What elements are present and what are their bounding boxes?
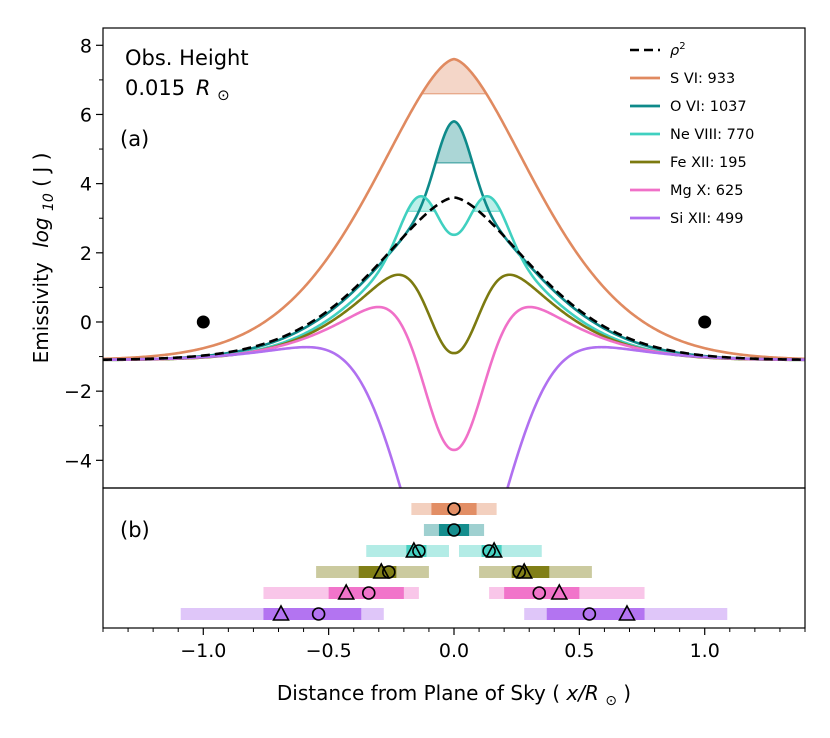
x-axis-title: Distance from Plane of Sky ( x/R ⊙ ): [277, 681, 631, 710]
legend: ρ2 S VI: 933 O VI: 1037 Ne VIII: 770 Fe XII:…: [630, 41, 754, 227]
band-fills: [407, 59, 501, 212]
range-dark-1: [438, 524, 470, 536]
band-fill-0: [421, 59, 487, 94]
range-dark-0: [431, 503, 477, 515]
range-bars: [180, 502, 728, 621]
circle-marker-1-0: [447, 523, 461, 537]
triangle-marker-2-1: [485, 541, 503, 558]
legend-label-1: O VI: 1037: [670, 99, 747, 115]
legend-label-4: Mg X: 625: [670, 183, 743, 199]
y-tick-label: 0: [80, 312, 92, 334]
panel-b: (b): [102, 487, 806, 629]
curve-rho-squared: [103, 196, 805, 361]
circle-marker-5-1: [582, 607, 597, 621]
curve-si-xii-499: [103, 345, 805, 488]
triangle-marker-5-0: [272, 604, 290, 621]
y-tick-label: −4: [64, 450, 92, 472]
band-fill-1: [435, 121, 473, 163]
panel-a: −4 −2 0 2 4 6 8 Obs. Height 0.015 R ⊙ (a) ρ2 S …: [29, 27, 806, 489]
x-tick-label: −1.0: [180, 640, 226, 662]
reference-markers: [196, 315, 712, 329]
y-tick-label: −2: [64, 381, 92, 403]
y-axis-title: Emissivity log 10 ( J ): [29, 153, 58, 364]
circle-marker-4-1: [532, 586, 547, 600]
x-axis: −1.0 −0.5 0.0 0.5 1.0: [102, 628, 806, 662]
legend-label-0: S VI: 933: [670, 71, 735, 87]
triangle-marker-2-0: [405, 541, 423, 558]
range-dark-right-4: [504, 587, 580, 599]
panel-b-label: (b): [120, 518, 150, 542]
legend-label-2: Ne VIII: 770: [670, 127, 754, 143]
circle-marker-4-0: [361, 586, 376, 600]
y-tick-label: 6: [80, 104, 92, 126]
legend-label-5: Si XII: 499: [670, 211, 744, 227]
legend-label-rho-squared: ρ2: [670, 41, 686, 59]
y-tick-label: 4: [80, 174, 92, 196]
x-tick-label: 0.0: [439, 640, 469, 662]
x-tick-label: 0.5: [564, 640, 594, 662]
triangle-marker-4-1: [550, 583, 569, 600]
emissivity-curves: [103, 57, 805, 488]
triangle-marker-3-0: [372, 562, 391, 579]
y-tick-label: 2: [80, 243, 92, 265]
curve-s-vi-933: [103, 57, 805, 361]
x-tick-label: 1.0: [690, 640, 720, 662]
marker-point-0: [196, 315, 210, 329]
obs-height-value: 0.015 R ⊙: [125, 76, 230, 104]
obs-height-label: Obs. Height: [125, 46, 249, 70]
triangle-marker-4-0: [337, 583, 356, 600]
legend-label-3: Fe XII: 195: [670, 155, 747, 171]
panel-a-label: (a): [120, 127, 149, 151]
curve-mg-x-625: [103, 305, 805, 452]
y-axis: −4 −2 0 2 4 6 8: [64, 35, 103, 472]
x-tick-label: −0.5: [306, 640, 352, 662]
circle-marker-0-0: [447, 502, 461, 516]
marker-point-1: [698, 315, 712, 329]
y-tick-label: 8: [80, 35, 92, 57]
circle-marker-5-0: [311, 607, 326, 621]
triangle-marker-5-1: [618, 604, 636, 621]
range-dark-left-4: [328, 587, 404, 599]
triangle-marker-3-1: [515, 562, 534, 579]
